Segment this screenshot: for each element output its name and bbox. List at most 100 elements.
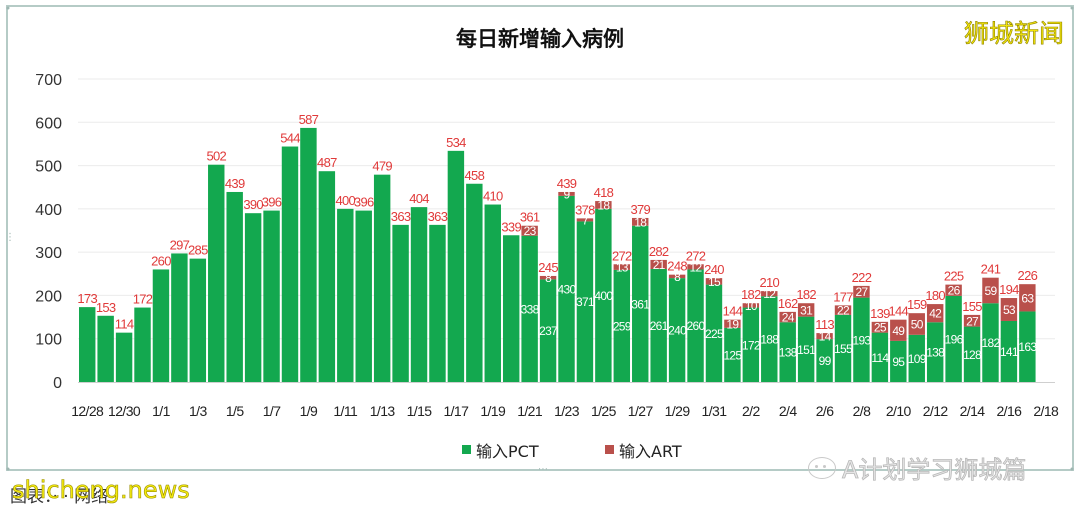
bar-segment-pct — [226, 191, 243, 382]
total-value-label: 396 — [354, 195, 374, 210]
bar-2/1[interactable]: 19 125 144 — [723, 304, 743, 382]
bar-1/13[interactable]: 479 — [372, 159, 393, 382]
bar-2/9[interactable]: 25 114 139 — [870, 306, 891, 382]
total-value-label: 363 — [391, 209, 411, 224]
bar-2/5[interactable]: 31 151 182 — [796, 287, 817, 382]
bar-1/15[interactable]: 404 — [409, 191, 430, 382]
total-value-label: 285 — [188, 243, 208, 258]
bar-12/31[interactable]: 172 — [133, 292, 153, 382]
bar-2/11[interactable]: 50 109 159 — [907, 297, 928, 382]
bar-segment-pct — [982, 303, 999, 382]
bar-segment-pct — [687, 269, 704, 382]
bar-1/10[interactable]: 487 — [317, 155, 338, 382]
total-value-label: 361 — [520, 210, 540, 225]
bar-segment-pct — [595, 208, 612, 382]
bar-segment-pct — [1000, 320, 1018, 382]
bar-2/8[interactable]: 27 193 222 — [852, 270, 872, 382]
bar-segment-art — [521, 225, 538, 236]
bar-1/6[interactable]: 390 — [243, 197, 264, 382]
bar-segment-pct — [539, 279, 557, 382]
bar-2/10[interactable]: 49 95 144 — [889, 304, 909, 382]
bar-segment-pct — [1019, 311, 1036, 382]
bar-1/22[interactable]: 8 237 245 — [538, 260, 559, 382]
art-value-label: 27 — [966, 314, 979, 328]
bar-segment-art — [926, 304, 944, 323]
legend-item-pct[interactable]: 输入PCT — [462, 442, 539, 461]
bar-segment-pct — [281, 146, 299, 382]
bar-2/4[interactable]: 24 138 162 — [778, 296, 799, 382]
pct-value-label: 155 — [834, 342, 853, 356]
bar-1/16[interactable]: 363 — [428, 209, 448, 382]
bar-segment-pct — [853, 297, 870, 382]
bar-1/29[interactable]: 8 240 248 — [667, 259, 688, 382]
total-value-label: 487 — [317, 155, 337, 170]
bar-segment-pct — [484, 204, 501, 382]
bar-1/20[interactable]: 339 — [501, 219, 522, 382]
x-tick-label: 12/30 — [108, 403, 141, 419]
pct-value-label: 141 — [1000, 345, 1019, 359]
bar-segment-pct — [447, 150, 465, 382]
bar-segment-art — [632, 217, 649, 226]
bar-1/26[interactable]: 13 259 272 — [612, 248, 633, 382]
bar-1/1[interactable]: 260 — [151, 253, 172, 382]
bar-2/6[interactable]: 14 99 113 — [815, 317, 835, 382]
bar-1/27[interactable]: 18 361 379 — [630, 202, 651, 382]
bar-segment-pct — [355, 210, 372, 382]
total-value-label: 245 — [538, 260, 558, 275]
bar-1/28[interactable]: 21 261 282 — [649, 244, 670, 382]
art-value-label: 19 — [726, 317, 739, 331]
pct-value-label: 196 — [945, 332, 964, 346]
total-value-label: 282 — [649, 244, 669, 259]
bar-2/3[interactable]: 12 188 210 — [759, 275, 780, 382]
bar-1/21[interactable]: 23 338 361 — [520, 210, 541, 382]
art-value-label: 10 — [745, 299, 758, 313]
total-value-label: 159 — [907, 297, 927, 312]
bar-1/4[interactable]: 502 — [206, 149, 227, 382]
total-value-label: 439 — [557, 176, 577, 191]
bar-2/2[interactable]: 10 172 182 — [741, 287, 762, 382]
chart-caption: 图表：· · 网络 — [10, 487, 109, 507]
bar-1/7[interactable]: 396 — [262, 195, 283, 382]
bar-12/28[interactable]: 173 — [77, 291, 98, 382]
total-value-label: 225 — [944, 269, 964, 284]
bar-12/30[interactable]: 114 — [115, 317, 135, 382]
bar-2/13[interactable]: 26 196 225 — [944, 269, 965, 382]
bar-1/25[interactable]: 18 400 418 — [594, 185, 614, 382]
bar-2/17[interactable]: 63 163 226 — [1018, 268, 1038, 382]
bar-2/15[interactable]: 59 182 241 — [981, 262, 1001, 382]
bar-1/2[interactable]: 297 — [170, 237, 190, 382]
bar-1/9[interactable]: 587 — [299, 112, 319, 382]
y-tick-label: 300 — [35, 245, 62, 262]
pct-value-label: 114 — [871, 351, 889, 365]
y-tick-label: 200 — [35, 288, 62, 305]
y-tick-label: 700 — [35, 72, 62, 89]
bar-1/8[interactable]: 544 — [280, 131, 301, 382]
bar-1/12[interactable]: 396 — [354, 195, 375, 382]
bar-segment-art — [576, 218, 594, 222]
bar-1/3[interactable]: 285 — [188, 243, 209, 382]
bar-2/12[interactable]: 42 138 180 — [925, 288, 946, 382]
legend-item-art[interactable]: 输入ART — [605, 442, 682, 461]
bar-1/30[interactable]: 12 260 272 — [686, 248, 707, 382]
bar-1/11[interactable]: 400 — [335, 193, 356, 382]
bar-segment-art — [816, 333, 833, 340]
bar-1/17[interactable]: 534 — [446, 135, 467, 382]
bar-segment-pct — [300, 127, 317, 382]
brand-watermark: 狮城新闻 — [964, 19, 1064, 48]
bar-1/31[interactable]: 15 225 240 — [704, 262, 725, 382]
bar-1/24[interactable]: 7 371 378 — [575, 202, 596, 382]
bar-2/16[interactable]: 53 141 194 — [999, 282, 1020, 382]
bar-1/23[interactable]: 9 430 439 — [557, 176, 577, 382]
bar-12/29[interactable]: 153 — [96, 300, 117, 382]
bar-segment-pct — [576, 221, 594, 382]
bar-1/14[interactable]: 363 — [391, 209, 412, 382]
bar-1/5[interactable]: 439 — [225, 176, 246, 382]
bar-1/19[interactable]: 410 — [483, 189, 504, 382]
bar-2/14[interactable]: 27 128 155 — [962, 299, 983, 382]
bar-1/18[interactable]: 458 — [465, 168, 485, 382]
bar-2/7[interactable]: 22 155 177 — [833, 289, 854, 382]
art-value-label: 42 — [929, 307, 942, 321]
x-tick-label: 1/21 — [517, 403, 543, 419]
bar-segment-art — [797, 303, 815, 317]
